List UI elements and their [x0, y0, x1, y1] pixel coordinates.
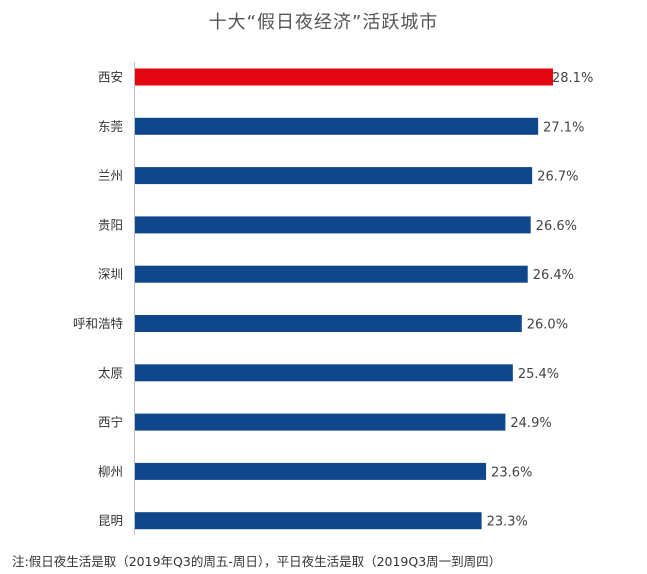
value-label: 26.7% [537, 170, 578, 185]
value-label: 27.1% [543, 120, 584, 135]
bar [135, 315, 522, 332]
value-label: 26.4% [533, 268, 574, 283]
bar [135, 216, 531, 234]
bar [135, 68, 553, 86]
value-label: 28.1% [552, 71, 593, 86]
bar [135, 462, 487, 480]
category-label: 深圳 [98, 267, 123, 282]
chart-title: 十大“假日夜经济”活跃城市 [208, 12, 439, 33]
value-label: 25.4% [518, 367, 559, 382]
bar [135, 512, 482, 530]
category-label: 西宁 [98, 415, 123, 430]
bars-layer: 西安 28.1% 东莞 27.1% 兰州 26.7% 贵阳 26.6% 深圳 26.4% 呼和浩特 2… [73, 68, 593, 530]
category-label: 太原 [98, 365, 123, 380]
bar [135, 364, 513, 382]
value-label: 24.9% [510, 416, 551, 431]
category-label: 昆明 [98, 513, 123, 528]
value-label: 26.6% [536, 219, 577, 234]
category-label: 贵阳 [98, 217, 123, 232]
value-label: 23.3% [487, 515, 528, 530]
category-label: 兰州 [98, 168, 123, 183]
bar [135, 167, 533, 185]
bar [135, 265, 528, 283]
bar [135, 117, 539, 135]
category-label: 西安 [98, 70, 123, 85]
value-label: 26.0% [527, 318, 568, 333]
footnote: 注:假日夜生活是取（2019年Q3的周五-周日），平日夜生活是取（2019Q3周… [12, 554, 502, 569]
category-label: 呼和浩特 [73, 316, 123, 331]
bar [135, 413, 506, 431]
value-label: 23.6% [491, 465, 532, 480]
category-label: 东莞 [98, 119, 123, 134]
category-label: 柳州 [98, 464, 123, 479]
